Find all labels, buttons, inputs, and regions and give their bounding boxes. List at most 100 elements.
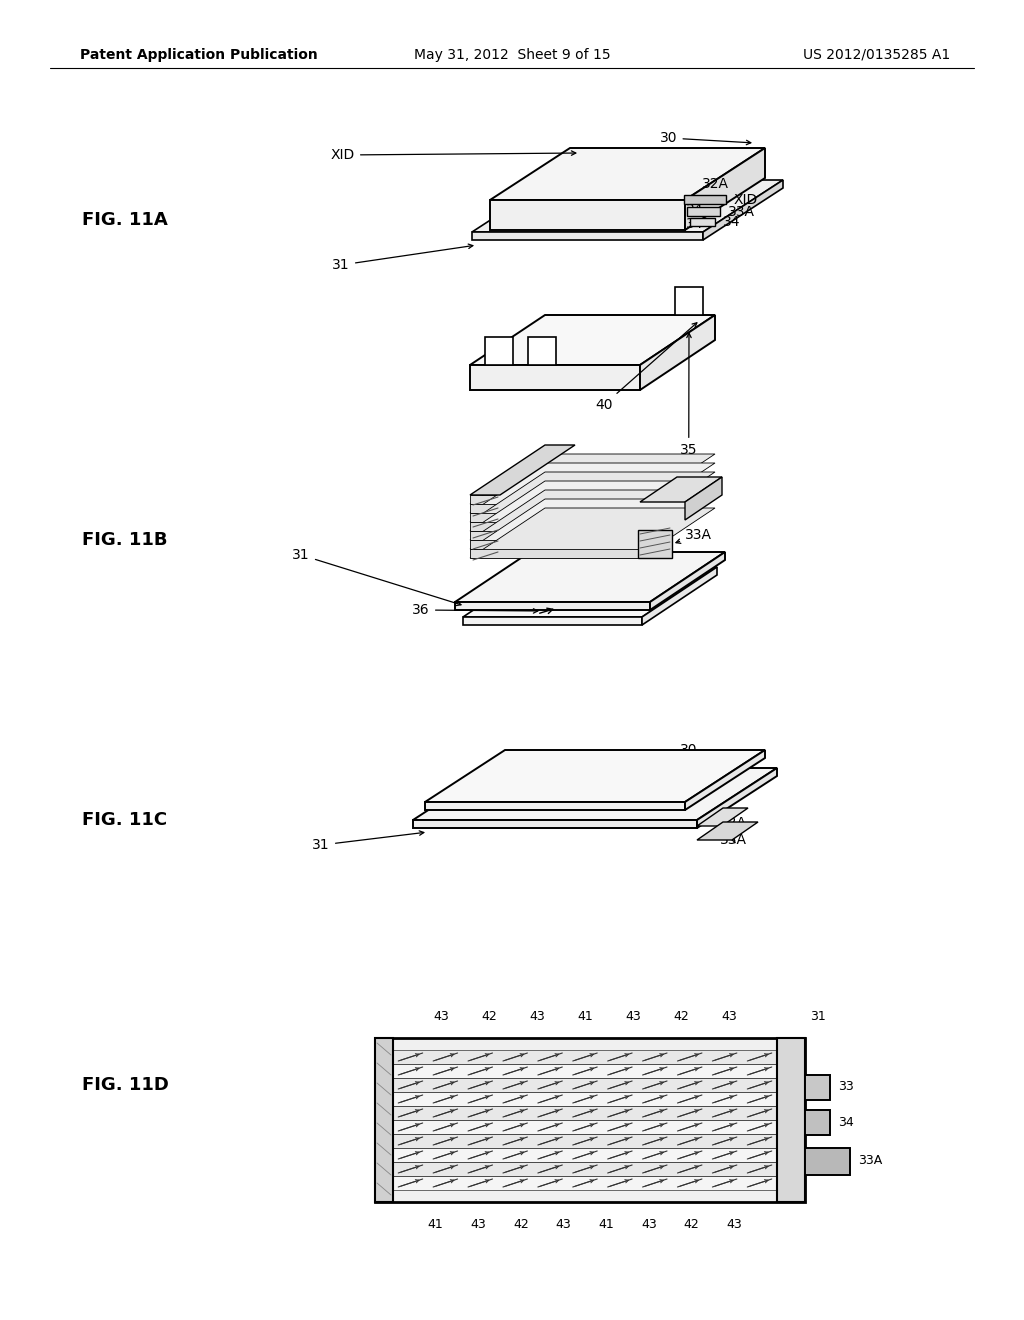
Text: 42: 42: [673, 1010, 689, 1023]
Polygon shape: [472, 180, 783, 232]
Polygon shape: [697, 768, 777, 828]
Text: 43: 43: [721, 1010, 737, 1023]
Text: 31: 31: [333, 244, 473, 272]
Polygon shape: [455, 552, 725, 602]
Polygon shape: [413, 768, 777, 820]
Polygon shape: [650, 552, 725, 610]
Polygon shape: [375, 1038, 393, 1203]
Polygon shape: [638, 531, 672, 558]
Polygon shape: [490, 148, 765, 201]
Text: 36: 36: [413, 603, 538, 616]
Polygon shape: [470, 549, 640, 558]
Polygon shape: [777, 1038, 805, 1203]
Polygon shape: [640, 477, 722, 502]
Polygon shape: [642, 568, 717, 624]
Polygon shape: [393, 1049, 777, 1191]
Text: 34: 34: [686, 216, 703, 231]
Text: 43: 43: [726, 1217, 742, 1230]
Text: 31: 31: [312, 830, 424, 851]
Polygon shape: [393, 1092, 777, 1106]
Polygon shape: [685, 750, 765, 810]
Text: 33: 33: [838, 1081, 854, 1093]
Polygon shape: [805, 1074, 830, 1100]
Polygon shape: [528, 337, 556, 366]
Polygon shape: [490, 201, 685, 230]
Polygon shape: [393, 1119, 777, 1134]
Text: 43: 43: [433, 1010, 449, 1023]
Polygon shape: [393, 1162, 777, 1176]
Polygon shape: [470, 504, 640, 513]
Polygon shape: [393, 1049, 777, 1064]
Text: 34: 34: [723, 215, 740, 228]
Text: 41: 41: [578, 1010, 593, 1023]
Polygon shape: [685, 477, 722, 520]
Polygon shape: [393, 1078, 777, 1092]
Text: 40: 40: [595, 323, 697, 412]
Polygon shape: [393, 1148, 777, 1162]
Polygon shape: [463, 616, 642, 624]
Polygon shape: [470, 540, 640, 549]
Text: 32A: 32A: [685, 488, 712, 507]
Polygon shape: [470, 480, 715, 531]
Polygon shape: [425, 750, 765, 803]
Text: FIG. 11D: FIG. 11D: [82, 1076, 169, 1094]
Polygon shape: [485, 337, 513, 366]
Polygon shape: [393, 1106, 777, 1119]
Polygon shape: [640, 315, 715, 389]
Text: 42: 42: [684, 1217, 699, 1230]
Text: XID: XID: [331, 148, 575, 162]
Polygon shape: [470, 315, 715, 366]
Text: 32A: 32A: [702, 177, 729, 191]
Polygon shape: [470, 490, 715, 540]
Text: 31: 31: [293, 548, 461, 606]
Text: 42: 42: [481, 1010, 497, 1023]
Polygon shape: [470, 508, 715, 558]
Polygon shape: [470, 495, 640, 504]
Text: 43: 43: [529, 1010, 545, 1023]
Polygon shape: [703, 180, 783, 240]
Text: US 2012/0135285 A1: US 2012/0135285 A1: [803, 48, 950, 62]
Polygon shape: [697, 808, 748, 826]
Polygon shape: [687, 207, 720, 216]
Text: 33A: 33A: [720, 833, 746, 847]
Text: 41: 41: [598, 1217, 614, 1230]
Text: 41: 41: [428, 1217, 443, 1230]
Text: May 31, 2012  Sheet 9 of 15: May 31, 2012 Sheet 9 of 15: [414, 48, 610, 62]
Polygon shape: [470, 473, 715, 521]
Text: 32A: 32A: [720, 816, 746, 830]
Text: XID: XID: [734, 193, 758, 207]
Polygon shape: [697, 822, 758, 840]
Text: FIG. 11C: FIG. 11C: [82, 810, 167, 829]
Polygon shape: [805, 1110, 830, 1135]
Text: 31: 31: [810, 1010, 825, 1023]
Polygon shape: [375, 1038, 805, 1203]
Text: 43: 43: [641, 1217, 656, 1230]
Polygon shape: [675, 286, 703, 315]
Text: 43: 43: [470, 1217, 486, 1230]
Polygon shape: [393, 1064, 777, 1078]
Polygon shape: [470, 513, 640, 521]
Polygon shape: [470, 531, 640, 540]
Polygon shape: [470, 454, 715, 504]
Text: 33A: 33A: [858, 1155, 883, 1167]
Polygon shape: [425, 803, 685, 810]
Polygon shape: [455, 602, 650, 610]
Polygon shape: [470, 499, 715, 549]
Text: FIG. 11B: FIG. 11B: [82, 531, 168, 549]
Polygon shape: [472, 232, 703, 240]
Polygon shape: [413, 820, 697, 828]
Text: 30: 30: [680, 743, 741, 763]
Text: 34: 34: [838, 1115, 854, 1129]
Text: 42: 42: [513, 1217, 528, 1230]
Text: 43: 43: [556, 1217, 571, 1230]
Polygon shape: [685, 148, 765, 230]
Text: Patent Application Publication: Patent Application Publication: [80, 48, 317, 62]
Polygon shape: [690, 218, 715, 226]
Polygon shape: [470, 521, 640, 531]
Text: FIG. 11A: FIG. 11A: [82, 211, 168, 228]
Polygon shape: [684, 195, 726, 205]
Polygon shape: [463, 568, 717, 616]
Polygon shape: [393, 1176, 777, 1191]
Polygon shape: [470, 445, 575, 495]
Text: 33A: 33A: [728, 205, 755, 219]
